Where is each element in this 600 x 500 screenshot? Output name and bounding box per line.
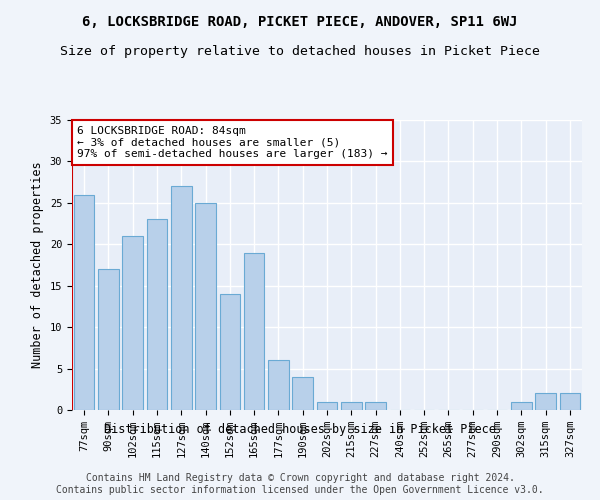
Bar	[560, 394, 580, 410]
Bar	[220, 294, 240, 410]
Text: Distribution of detached houses by size in Picket Piece: Distribution of detached houses by size …	[104, 422, 496, 436]
Bar	[98, 269, 119, 410]
Bar	[146, 220, 167, 410]
Bar	[268, 360, 289, 410]
Y-axis label: Number of detached properties: Number of detached properties	[31, 162, 44, 368]
Bar	[171, 186, 191, 410]
Bar	[341, 402, 362, 410]
Bar	[535, 394, 556, 410]
Bar	[292, 377, 313, 410]
Text: Contains HM Land Registry data © Crown copyright and database right 2024.
Contai: Contains HM Land Registry data © Crown c…	[56, 474, 544, 495]
Bar	[365, 402, 386, 410]
Bar	[244, 252, 265, 410]
Text: Size of property relative to detached houses in Picket Piece: Size of property relative to detached ho…	[60, 45, 540, 58]
Bar	[195, 203, 216, 410]
Bar	[317, 402, 337, 410]
Bar	[74, 194, 94, 410]
Bar	[122, 236, 143, 410]
Text: 6, LOCKSBRIDGE ROAD, PICKET PIECE, ANDOVER, SP11 6WJ: 6, LOCKSBRIDGE ROAD, PICKET PIECE, ANDOV…	[82, 15, 518, 29]
Text: 6 LOCKSBRIDGE ROAD: 84sqm
← 3% of detached houses are smaller (5)
97% of semi-de: 6 LOCKSBRIDGE ROAD: 84sqm ← 3% of detach…	[77, 126, 388, 159]
Bar	[511, 402, 532, 410]
